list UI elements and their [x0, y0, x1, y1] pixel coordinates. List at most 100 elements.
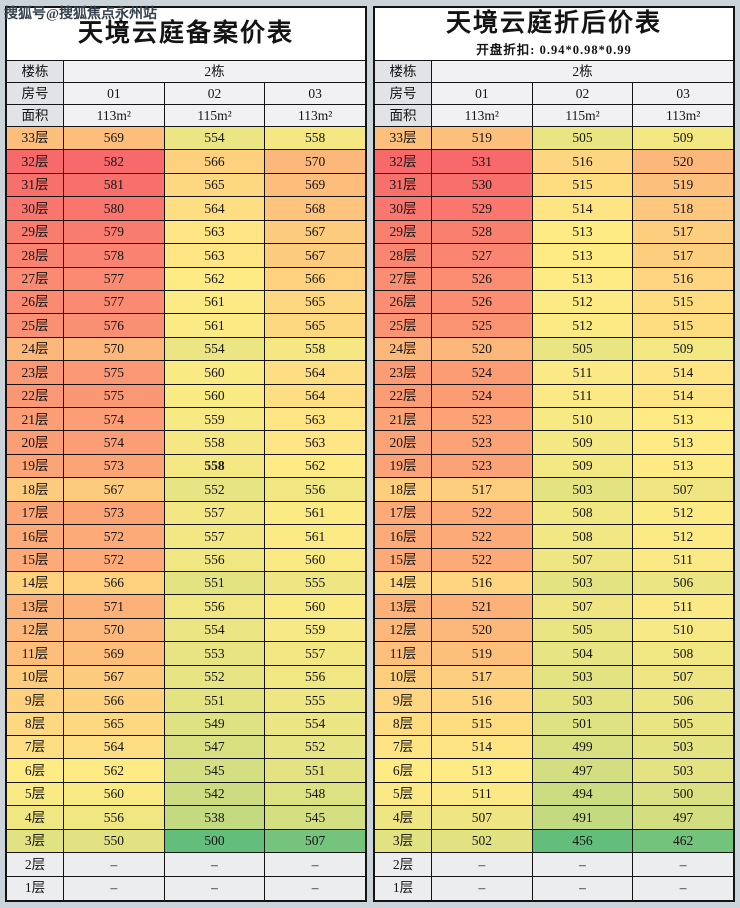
table-row: 27层 577 562 566: [7, 267, 366, 291]
table-row: 27层 526 513 516: [375, 267, 734, 291]
price-cell: 515: [633, 314, 734, 338]
area-value: 115m²: [164, 105, 266, 127]
empty-price-cell: –: [532, 876, 634, 900]
price-cell: 505: [633, 712, 734, 736]
table-row: 30层 529 514 518: [375, 197, 734, 221]
table-row: 5层 511 494 500: [375, 782, 734, 807]
price-cell: 503: [532, 572, 634, 596]
price-cell: 567: [64, 478, 165, 502]
floor-label-cell: 28层: [375, 244, 432, 268]
floor-label-cell: 33层: [375, 127, 432, 151]
price-cell: 556: [164, 548, 266, 573]
table-row: 22层 575 560 564: [7, 384, 366, 409]
price-cell: 511: [633, 595, 734, 619]
price-cell: 494: [532, 782, 634, 807]
price-cell: 519: [432, 127, 533, 151]
price-cell: 558: [164, 454, 266, 479]
price-cell: 563: [265, 408, 366, 432]
floor-label-cell: 16层: [7, 525, 64, 549]
table-row: 16层 522 508 512: [375, 525, 734, 549]
floor-label-cell: 13层: [7, 595, 64, 619]
floor-label-cell: 10层: [375, 665, 432, 690]
discounted-table-title: 天境云庭折后价表: [445, 9, 662, 37]
table-row: 6层 513 497 503: [375, 759, 734, 783]
area-value: 115m²: [532, 105, 634, 127]
empty-price-cell: –: [633, 876, 734, 900]
price-cell: 516: [432, 572, 533, 596]
price-cell: 559: [164, 408, 266, 432]
price-cell: 513: [532, 244, 634, 268]
price-cell: 555: [265, 689, 366, 713]
table-row: 20层 523 509 513: [375, 431, 734, 455]
price-cell: 567: [265, 244, 366, 268]
price-cell: 563: [164, 220, 266, 245]
price-cell: 577: [64, 290, 165, 315]
price-cell: 570: [265, 150, 366, 174]
floor-label-cell: 16层: [375, 525, 432, 549]
floor-label-cell: 15层: [375, 548, 432, 573]
table-row: 2层 – – –: [375, 853, 734, 877]
table-row: 8层 565 549 554: [7, 712, 366, 736]
discounted-price-grid: 楼栋 2栋 房号 01 02 03 面积 113m² 115m² 113m² 33层 519 505 50…: [375, 61, 734, 900]
empty-price-cell: –: [532, 853, 634, 877]
price-cell: 501: [532, 712, 634, 736]
table-row: 12层 520 505 510: [375, 618, 734, 643]
price-cell: 570: [64, 618, 165, 643]
price-cell: 507: [532, 595, 634, 619]
price-cell: 515: [633, 290, 734, 315]
floor-label-cell: 27层: [375, 267, 432, 291]
floor-label-cell: 6层: [375, 759, 432, 783]
price-cell: 577: [64, 267, 165, 291]
price-cell: 545: [164, 759, 266, 783]
price-cell: 503: [532, 478, 634, 502]
price-cell: 562: [164, 267, 266, 291]
table-row: 1层 – – –: [7, 876, 366, 900]
floor-label-cell: 30层: [375, 197, 432, 221]
price-cell: 575: [64, 384, 165, 409]
table-row: 33层 519 505 509: [375, 127, 734, 151]
floor-label-cell: 25层: [7, 314, 64, 338]
price-cell: 545: [265, 806, 366, 830]
floor-label-cell: 31层: [375, 173, 432, 198]
price-cell: 569: [64, 642, 165, 666]
price-cell: 508: [633, 642, 734, 666]
price-cell: 529: [432, 197, 533, 221]
table-row: 25层 576 561 565: [7, 314, 366, 338]
floor-label-cell: 23层: [375, 361, 432, 385]
price-cell: 551: [164, 689, 266, 713]
price-cell: 525: [432, 314, 533, 338]
price-cell: 513: [532, 267, 634, 291]
price-cell: 561: [164, 290, 266, 315]
table-row: 12层 570 554 559: [7, 618, 366, 643]
price-cell: 519: [432, 642, 533, 666]
price-cell: 522: [432, 501, 533, 526]
price-cell: 517: [633, 244, 734, 268]
price-cell: 556: [64, 806, 165, 830]
table-row: 9层 566 551 555: [7, 689, 366, 713]
price-cell: 512: [532, 314, 634, 338]
price-cell: 560: [164, 384, 266, 409]
price-cell: 521: [432, 595, 533, 619]
price-cell: 579: [64, 220, 165, 245]
table-row: 7层 564 547 552: [7, 735, 366, 760]
floor-label-cell: 25层: [375, 314, 432, 338]
price-cell: 520: [432, 618, 533, 643]
price-cell: 491: [532, 806, 634, 830]
price-cell: 503: [532, 665, 634, 690]
price-cell: 522: [432, 548, 533, 573]
table-row: 26层 577 561 565: [7, 290, 366, 315]
floor-label-cell: 19层: [375, 454, 432, 479]
price-cell: 513: [633, 408, 734, 432]
price-cell: 572: [64, 548, 165, 573]
price-cell: 517: [432, 665, 533, 690]
price-cell: 561: [164, 314, 266, 338]
floor-label-cell: 7层: [375, 735, 432, 760]
floor-label-cell: 8层: [375, 712, 432, 736]
price-cell: 506: [633, 572, 734, 596]
price-cell: 512: [633, 501, 734, 526]
empty-price-cell: –: [265, 876, 366, 900]
price-cell: 563: [164, 244, 266, 268]
price-cell: 567: [64, 665, 165, 690]
floor-label-cell: 26层: [7, 290, 64, 315]
